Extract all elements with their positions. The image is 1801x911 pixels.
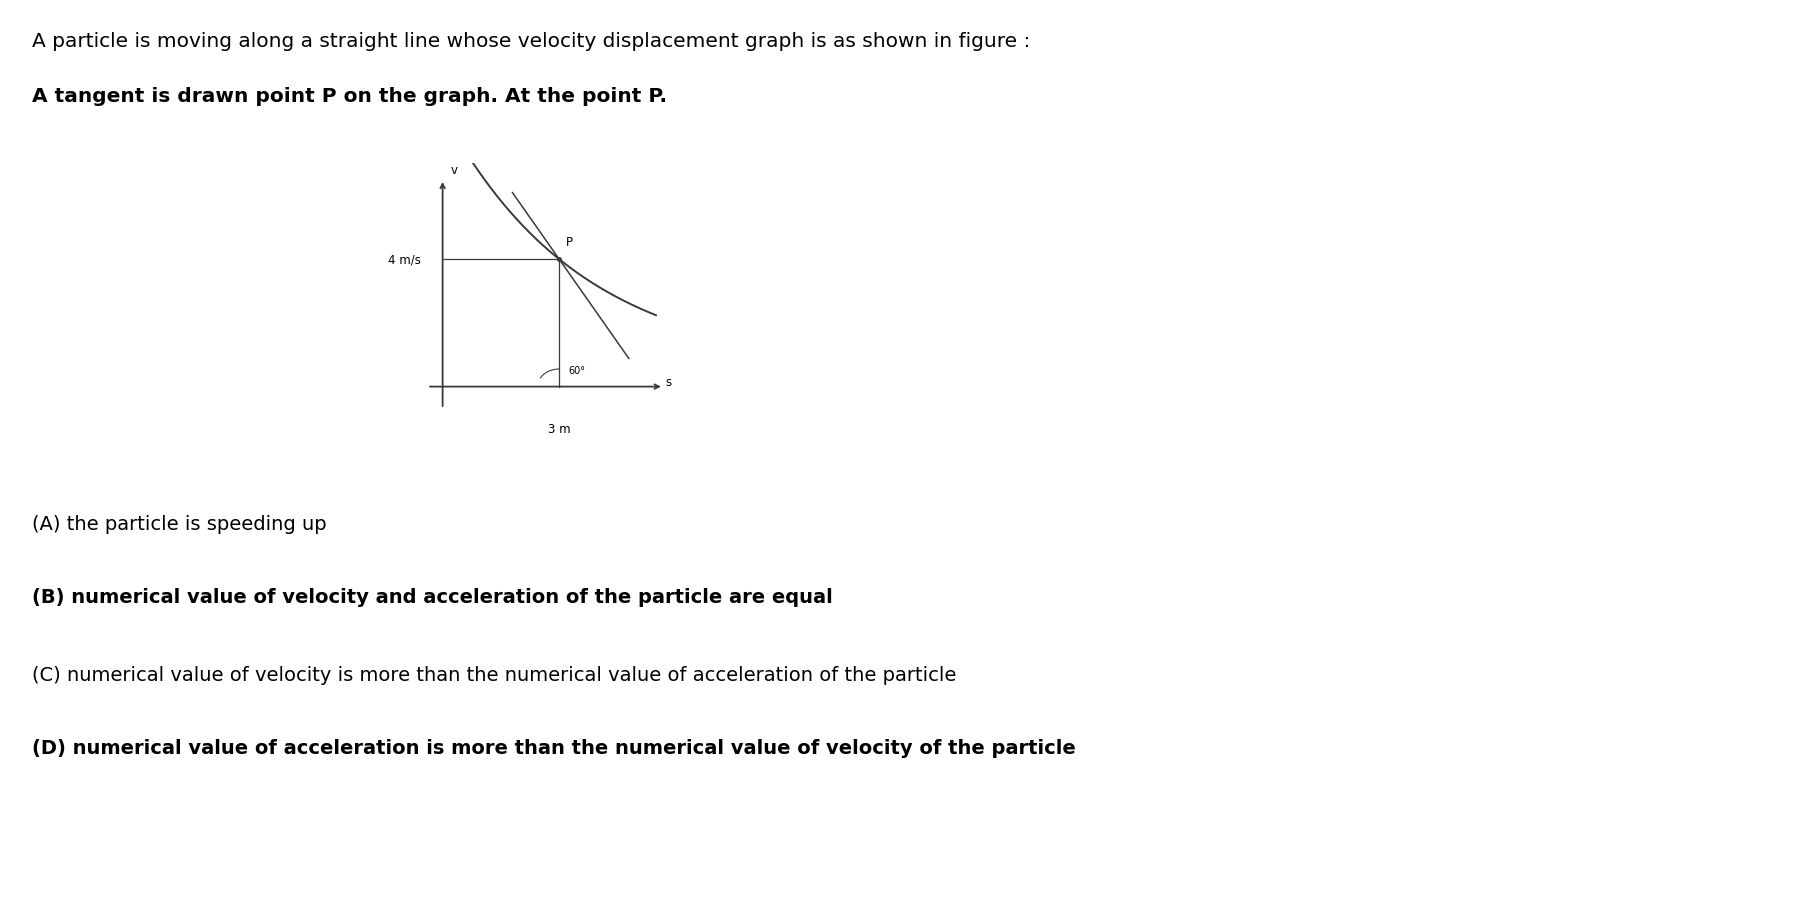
Text: (A) the particle is speeding up: (A) the particle is speeding up bbox=[32, 515, 328, 534]
Text: v: v bbox=[450, 164, 457, 177]
Text: (D) numerical value of acceleration is more than the numerical value of velocity: (D) numerical value of acceleration is m… bbox=[32, 738, 1077, 757]
Text: 3 m: 3 m bbox=[548, 422, 571, 435]
Text: 60°: 60° bbox=[569, 366, 585, 376]
Text: (C) numerical value of velocity is more than the numerical value of acceleration: (C) numerical value of velocity is more … bbox=[32, 665, 956, 684]
Text: A particle is moving along a straight line whose velocity displacement graph is : A particle is moving along a straight li… bbox=[32, 32, 1030, 51]
Text: P: P bbox=[566, 235, 573, 249]
Text: s: s bbox=[666, 376, 672, 389]
Text: (B) numerical value of velocity and acceleration of the particle are equal: (B) numerical value of velocity and acce… bbox=[32, 588, 834, 607]
Text: A tangent is drawn point P on the graph. At the point P.: A tangent is drawn point P on the graph.… bbox=[32, 87, 668, 106]
Text: 4 m/s: 4 m/s bbox=[389, 253, 421, 266]
